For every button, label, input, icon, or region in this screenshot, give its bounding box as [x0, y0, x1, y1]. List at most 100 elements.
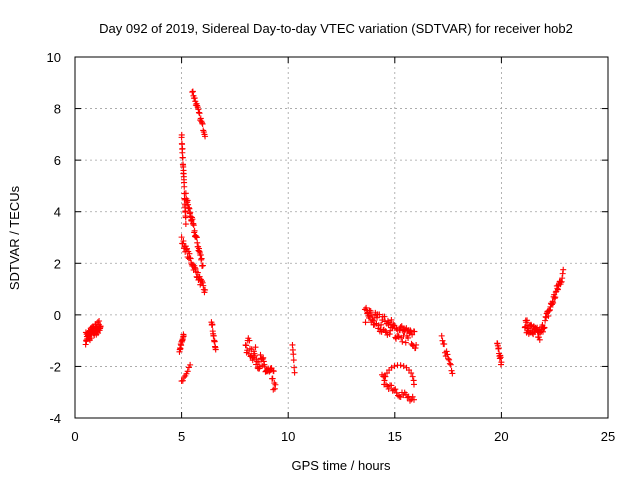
data-point: [535, 334, 542, 341]
data-point: [199, 119, 206, 126]
data-point: [522, 323, 529, 330]
grid: [75, 57, 608, 418]
y-tick-label: 6: [54, 153, 61, 168]
data-point: [409, 373, 416, 380]
data-point: [536, 336, 543, 343]
data-point: [252, 344, 259, 351]
data-point: [195, 109, 202, 116]
data-point: [391, 386, 397, 393]
data-point: [246, 337, 253, 344]
data-point: [178, 131, 185, 138]
data-point: [412, 344, 419, 351]
data-point: [202, 286, 209, 293]
data-point: [202, 133, 209, 140]
data-point: [376, 311, 383, 318]
data-point: [385, 386, 392, 393]
data-point: [381, 377, 388, 384]
data-point: [199, 120, 206, 127]
data-point: [392, 386, 399, 393]
plot-area-frame: [74, 56, 609, 419]
data-point: [194, 269, 201, 276]
data-point: [366, 307, 373, 314]
x-axis-label: GPS time / hours: [292, 458, 391, 473]
data-point: [446, 360, 453, 367]
data-point: [195, 106, 202, 113]
data-point: [444, 351, 451, 358]
data-point: [383, 370, 390, 377]
data-point: [411, 328, 418, 335]
y-tick-label: 8: [54, 102, 61, 117]
data-point: [269, 375, 276, 382]
data-point: [410, 396, 417, 403]
data-point: [193, 234, 200, 241]
data-point: [199, 262, 206, 269]
data-point: [388, 382, 395, 389]
data-point: [197, 115, 204, 122]
data-point: [184, 368, 191, 375]
data-point: [445, 355, 452, 362]
y-tick-label: 0: [54, 308, 61, 323]
data-point: [398, 323, 405, 330]
data-point: [211, 338, 218, 345]
data-point: [260, 358, 267, 365]
data-point: [406, 367, 413, 374]
data-point: [189, 89, 196, 96]
data-point: [272, 381, 279, 388]
data-point: [289, 341, 296, 348]
data-point: [382, 373, 389, 380]
data-point: [449, 370, 456, 377]
y-axis-label: SDTVAR / TECUs: [7, 185, 22, 290]
data-point: [182, 214, 189, 221]
data-point: [399, 338, 406, 345]
data-point: [192, 265, 199, 272]
y-tick-label: 10: [47, 50, 61, 65]
axis-ticks: 0 5 10 15 20 25 -4 -2 0 2 4 6 8 10: [47, 50, 616, 444]
data-point: [187, 255, 194, 262]
data-point: [190, 222, 197, 229]
data-point: [560, 266, 567, 273]
data-point: [191, 264, 198, 271]
x-tick-label: 0: [71, 429, 78, 444]
data-point: [244, 347, 251, 354]
x-tick-label: 5: [178, 429, 185, 444]
data-point: [497, 354, 504, 361]
data-point: [495, 345, 502, 352]
data-point: [394, 392, 401, 399]
data-point: [290, 357, 297, 364]
data-point: [438, 332, 445, 339]
data-point: [181, 374, 188, 381]
y-tick-label: -2: [49, 359, 61, 374]
data-point: [541, 324, 548, 331]
data-point: [379, 317, 386, 324]
data-point: [251, 352, 258, 359]
data-point: [388, 316, 395, 323]
y-tick-label: 4: [54, 205, 61, 220]
x-tick-label: 25: [601, 429, 615, 444]
x-tick-label: 20: [494, 429, 508, 444]
y-tick-label: -4: [49, 411, 61, 426]
data-point: [391, 322, 398, 329]
data-point: [260, 354, 267, 361]
data-point: [408, 370, 415, 377]
data-point: [179, 145, 186, 152]
data-point: [384, 383, 391, 390]
data-point: [405, 334, 412, 341]
data-point: [446, 356, 453, 363]
data-point: [212, 346, 219, 353]
data-point: [257, 351, 264, 358]
data-point: [181, 183, 188, 190]
data-point: [178, 234, 185, 241]
y-tick-label: 2: [54, 256, 61, 271]
data-point: [198, 255, 205, 262]
data-points: [82, 88, 567, 404]
data-point: [409, 331, 416, 338]
x-tick-label: 10: [281, 429, 295, 444]
data-point: [290, 351, 297, 358]
data-point: [249, 357, 256, 364]
data-point: [410, 381, 417, 388]
data-point: [498, 359, 505, 366]
data-point: [196, 110, 203, 117]
data-point: [393, 325, 400, 332]
data-point: [270, 368, 277, 375]
